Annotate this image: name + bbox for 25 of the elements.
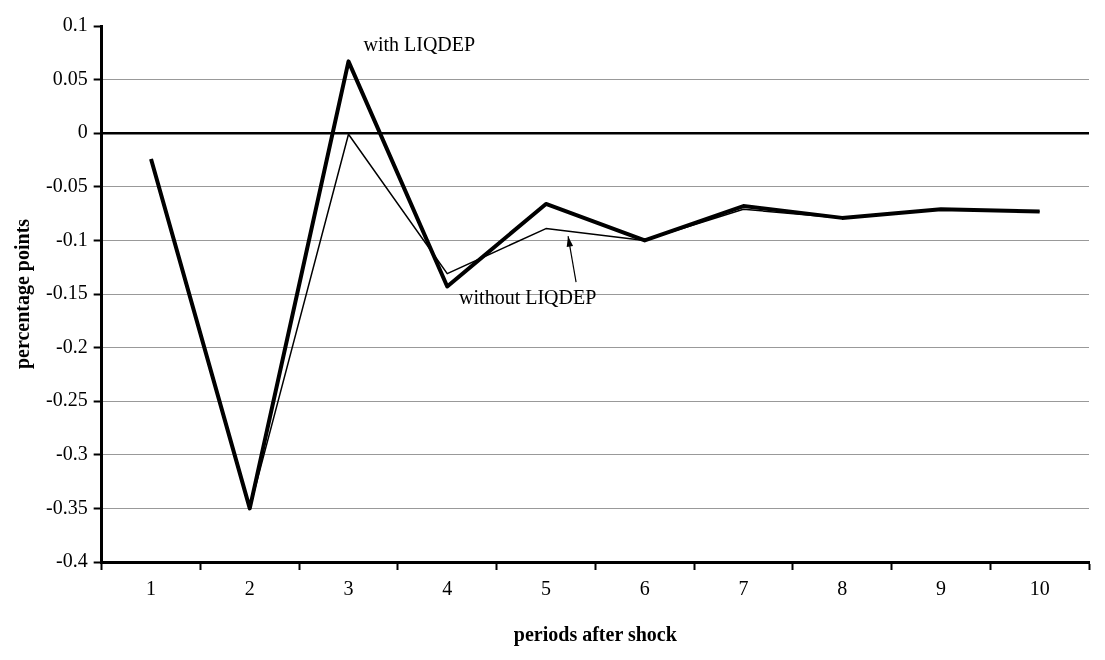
y-tick-label: -0.35 <box>45 495 88 518</box>
x-tick-label: 3 <box>343 577 354 600</box>
x-tick-label: 4 <box>442 577 453 600</box>
y-tick-label: 0 <box>77 120 88 143</box>
x-tick-label: 1 <box>146 577 157 600</box>
y-tick-label: 0.05 <box>52 66 88 89</box>
annotation: without LIQDEP <box>459 286 597 309</box>
y-tick-label: -0.05 <box>45 174 88 197</box>
x-tick-label: 10 <box>1029 577 1050 600</box>
y-tick-label: -0.1 <box>55 227 88 250</box>
x-tick-label: 2 <box>244 577 255 600</box>
x-tick-label: 9 <box>935 577 946 600</box>
y-tick-label: -0.15 <box>45 281 88 304</box>
y-tick-label: -0.2 <box>55 334 88 357</box>
y-axis-title: percentage points <box>11 218 35 370</box>
x-tick-label: 5 <box>540 577 551 600</box>
x-axis-title: periods after shock <box>513 623 678 647</box>
y-tick-label: -0.4 <box>55 549 88 572</box>
annotation: with LIQDEP <box>363 32 476 55</box>
x-tick-label: 6 <box>639 577 650 600</box>
y-tick-label: -0.3 <box>55 442 88 465</box>
y-tick-label: 0.1 <box>62 13 88 36</box>
x-tick-label: 7 <box>738 577 749 600</box>
x-tick-label: 8 <box>837 577 848 600</box>
y-tick-label: -0.25 <box>45 388 88 411</box>
